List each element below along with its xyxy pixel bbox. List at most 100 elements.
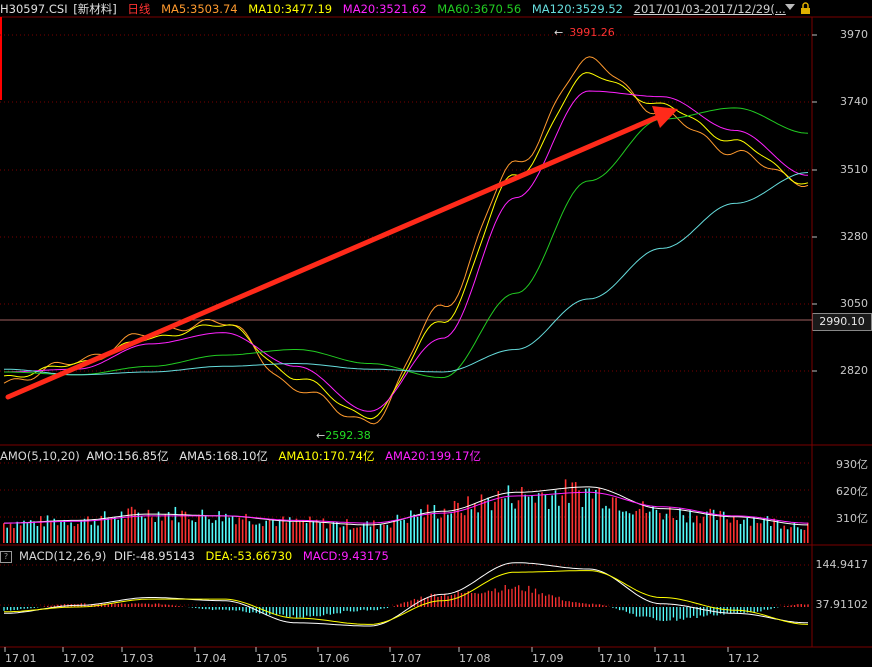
amo-bar [719, 510, 722, 543]
amo-bar [272, 520, 274, 543]
chevron-down-icon[interactable] [785, 4, 795, 10]
amo-bar [295, 518, 298, 543]
amo-bar [497, 490, 500, 543]
amo-bar [110, 518, 113, 543]
amo-bar [595, 489, 597, 543]
amo-bar [611, 497, 614, 543]
amo-bar [211, 522, 214, 543]
amo-bar [241, 519, 244, 543]
amo-bar [66, 525, 69, 543]
amo-bar [689, 510, 691, 543]
help-icon[interactable]: ? [0, 550, 12, 563]
amo-bar [396, 514, 399, 543]
amo-bar [251, 524, 254, 543]
amo-bar [137, 512, 140, 543]
amo-bar [265, 520, 267, 543]
amo-bar [255, 524, 257, 543]
amo-bar [201, 509, 204, 543]
amo-bar [803, 529, 806, 543]
amo-bar [615, 497, 617, 543]
amo-tick: 310亿 [836, 512, 868, 525]
amo-bar [282, 516, 284, 543]
amo-bar [56, 525, 59, 543]
amo-bar [625, 511, 627, 543]
amo-bar [140, 516, 143, 543]
amo-bar [759, 523, 762, 543]
amo-bar [776, 520, 779, 543]
amo-bar [756, 522, 759, 543]
amo-bar [366, 521, 368, 543]
amo-bar [356, 527, 358, 543]
low-price-annotation: ←2592.38 [316, 429, 371, 442]
amo-bar [712, 509, 715, 543]
amo-bar [477, 512, 479, 543]
macd-tick: 37.91102 [815, 598, 869, 611]
amo-bar [164, 514, 167, 543]
date-tick: 17.12 [728, 652, 760, 665]
period-label[interactable]: 日线 [127, 2, 151, 16]
amo-bar [709, 508, 712, 543]
ma120-label: MA120:3529.52 [531, 2, 623, 16]
price-line-ma10 [3, 72, 809, 420]
amo-bar [685, 522, 688, 543]
amo-bar [248, 521, 251, 543]
amo-bar [584, 488, 587, 543]
amo-bar [736, 520, 738, 543]
arrow-left-icon: ← [316, 429, 326, 442]
amo-bar [484, 500, 486, 543]
indicator-lines [3, 56, 809, 425]
amo-bar [157, 511, 160, 543]
amo-bar [796, 527, 799, 543]
index-name: [新材料] [73, 2, 117, 16]
amo-bar [773, 518, 775, 543]
price-tick: 3050 [840, 297, 868, 310]
amo-bar [618, 510, 621, 543]
amo-bar [601, 508, 604, 543]
amo-bar [581, 506, 584, 543]
macd-title[interactable]: MACD(12,26,9) [19, 549, 107, 563]
amo-bar [766, 516, 769, 543]
amo-title[interactable]: AMO(5,10,20) [0, 449, 80, 463]
amo-bar [793, 523, 796, 543]
amo-bar [46, 515, 49, 543]
amo-bar [103, 511, 106, 543]
date-range[interactable]: 2017/01/03-2017/12/29(... [633, 2, 786, 16]
amo-bar [642, 501, 644, 543]
amo-bar [682, 515, 685, 543]
amo-bar [238, 517, 241, 543]
amo-bar [669, 507, 671, 543]
amo-bar [453, 500, 456, 543]
macd-bars [3, 562, 809, 627]
amo-bar [302, 520, 304, 543]
ma5-label: MA5:3503.74 [161, 2, 238, 16]
amo-bar [332, 521, 335, 543]
amo-bar [655, 509, 658, 543]
amo-bar [184, 511, 187, 543]
ama5-value: AMA5:168.10亿 [179, 449, 268, 463]
amo-bar [568, 502, 570, 543]
amo-bar [433, 505, 436, 543]
amo-bar [319, 522, 321, 543]
date-tick: 17.05 [256, 652, 288, 665]
amo-bar [436, 518, 439, 543]
amo-bar [87, 516, 89, 543]
amo-bar [245, 513, 247, 543]
amo-bar [749, 525, 752, 543]
amo-bar [753, 517, 755, 543]
amo-header: AMO(5,10,20) AMO:156.85亿 AMA5:168.10亿 AM… [0, 447, 488, 465]
macd-value: MACD:9.43175 [302, 549, 389, 563]
macd-header: ? MACD(12,26,9) DIF:-48.95143 DEA:-53.667… [0, 547, 396, 565]
amo-bar [399, 520, 402, 543]
amo-bar [352, 528, 355, 543]
amo-bar [544, 494, 547, 543]
amo-bar [450, 513, 453, 543]
ma20-label: MA20:3521.62 [342, 2, 427, 16]
amo-bar [393, 521, 395, 543]
amo-bar [500, 498, 503, 543]
amo-bar [426, 504, 429, 543]
amo-bar [645, 512, 648, 543]
amo-bar [514, 508, 516, 543]
lock-icon[interactable] [800, 2, 811, 15]
amo-bar [722, 511, 725, 543]
